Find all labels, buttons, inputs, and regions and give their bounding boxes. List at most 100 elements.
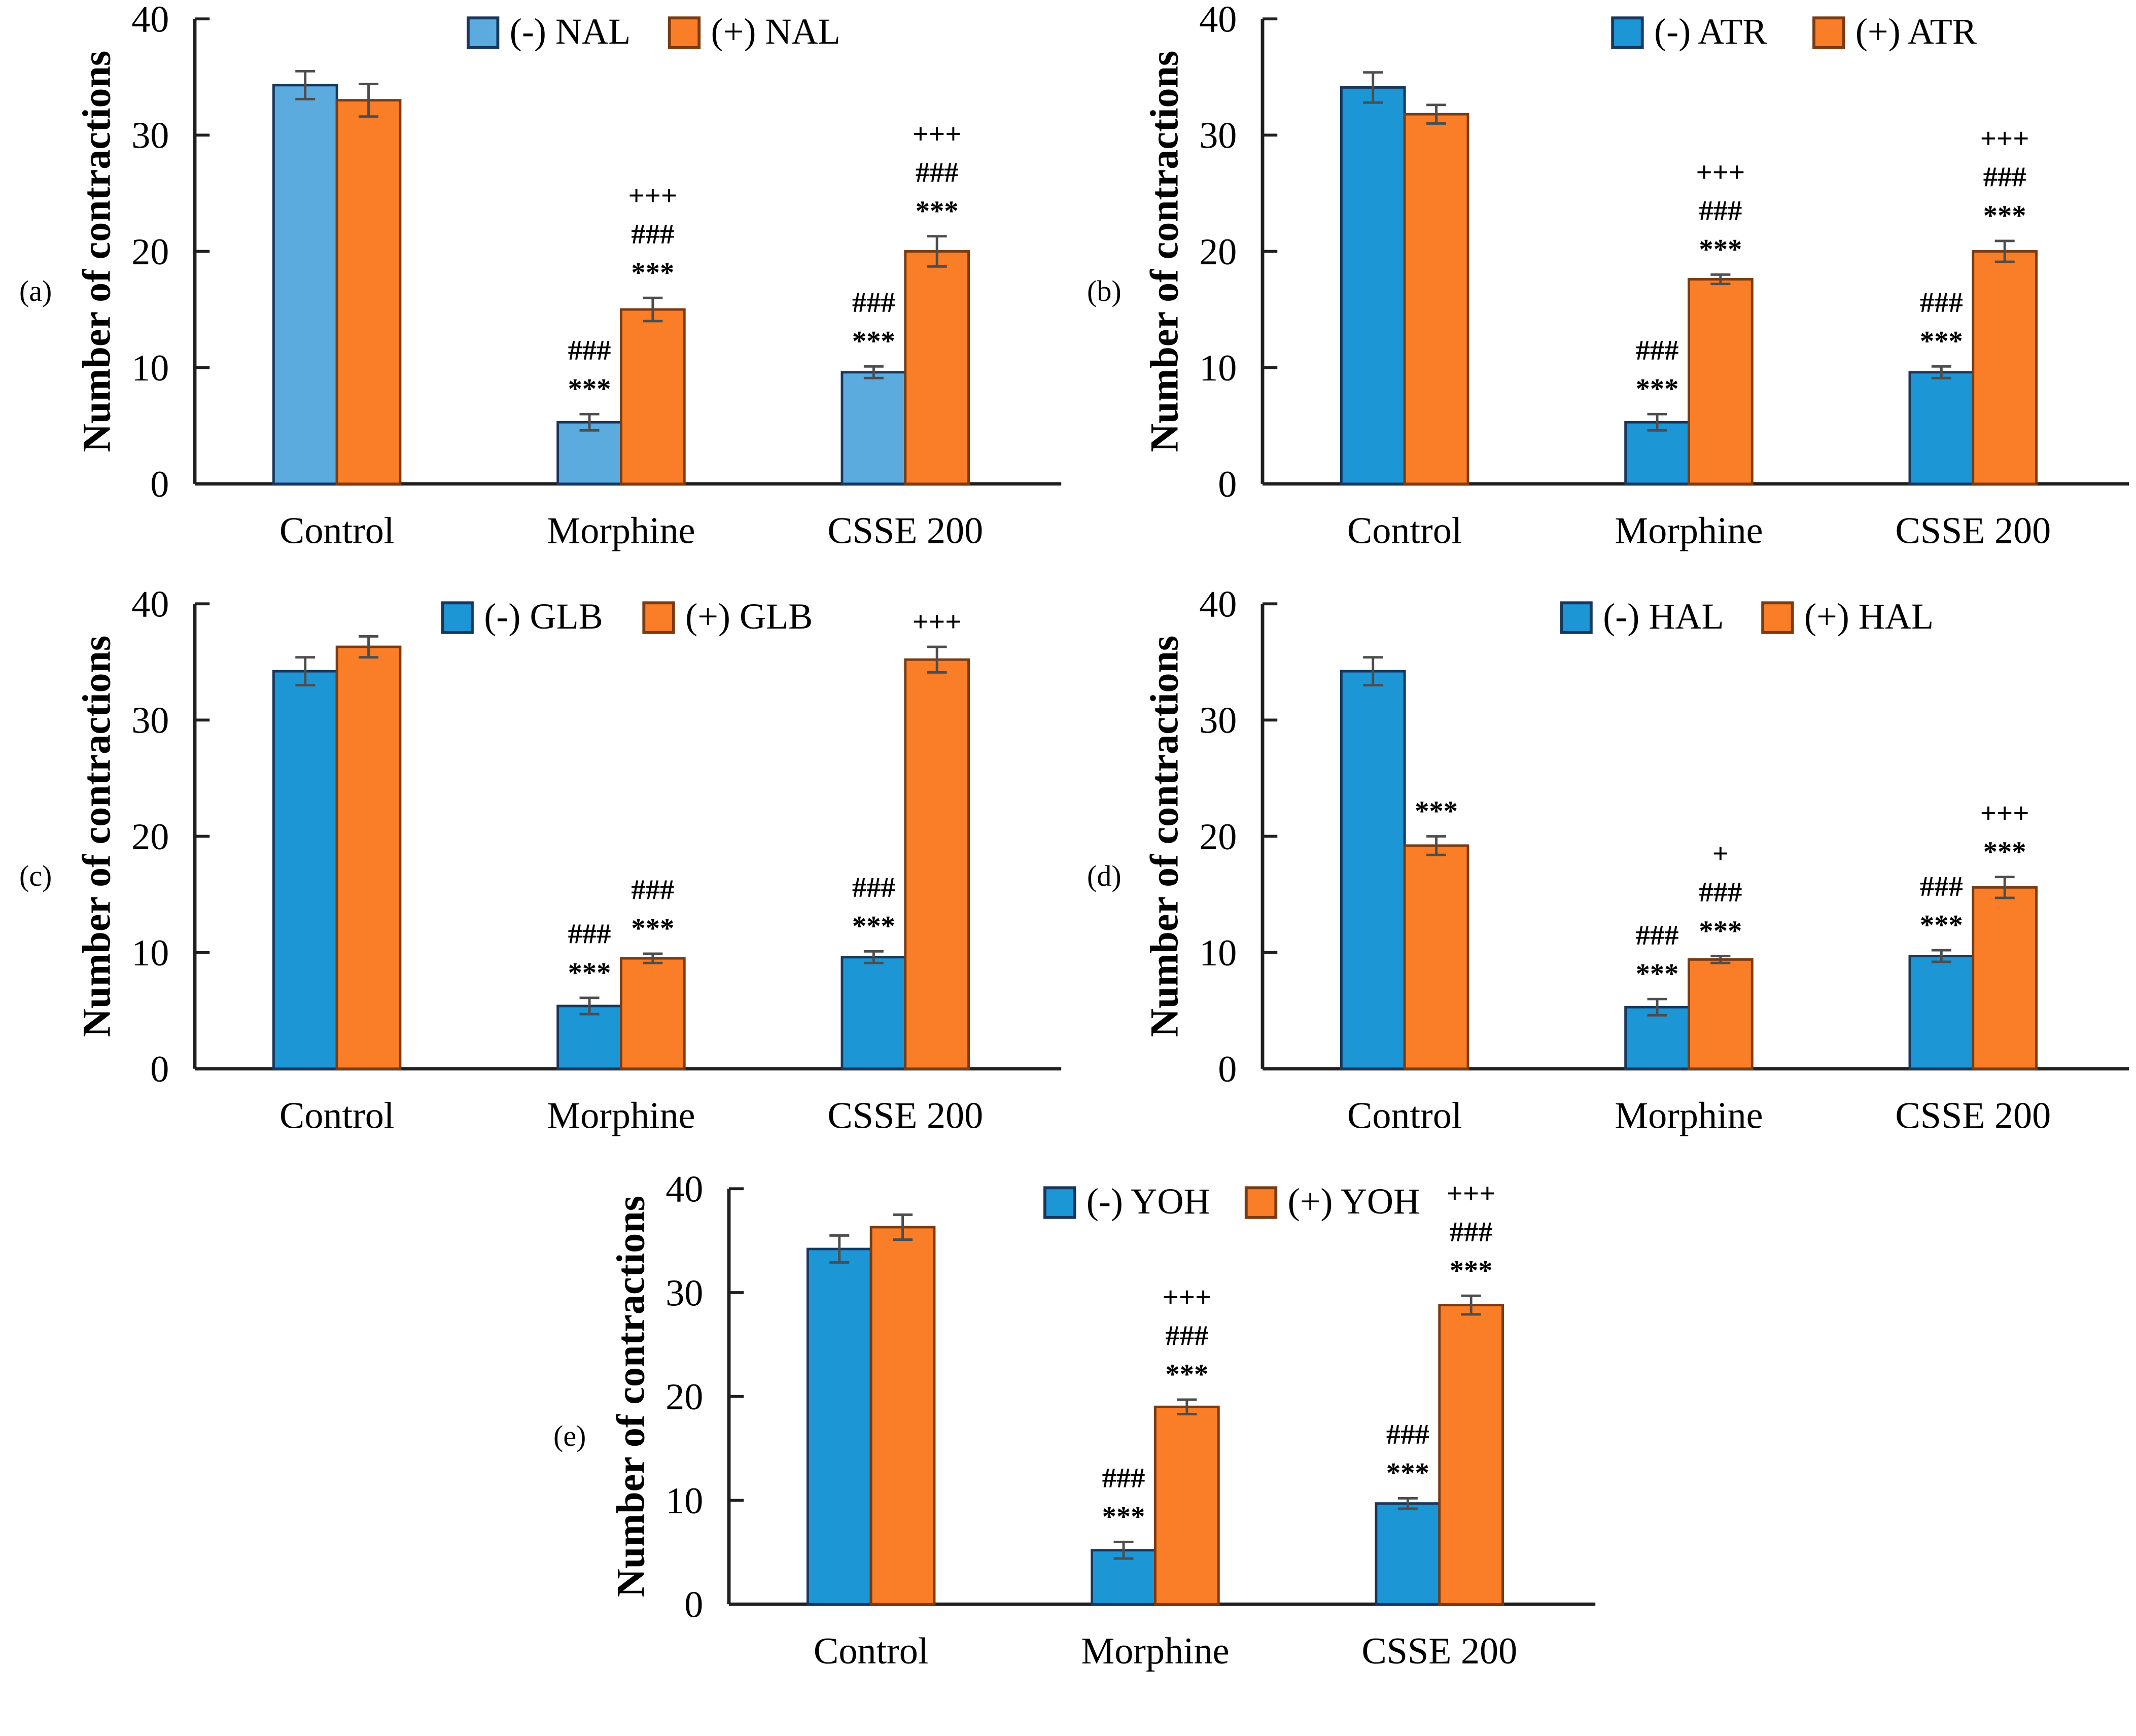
svg-text:(+) YOH: (+) YOH — [1288, 1181, 1420, 1222]
panel-c: (c) 0 10 20 30 40 Number of contractions Contr… — [0, 589, 1068, 1163]
svg-text:30: 30 — [131, 115, 169, 157]
svg-text:10: 10 — [131, 932, 169, 974]
svg-text:Number of contractions: Number of contractions — [76, 51, 118, 452]
svg-text:***: *** — [1636, 373, 1679, 405]
svg-text:***: *** — [631, 913, 674, 945]
svg-text:###: ### — [852, 287, 895, 319]
svg-text:Number of contractions: Number of contractions — [1144, 51, 1186, 452]
panel-a-chart: 0 10 20 30 40 Number of contractions Control Mo… — [76, 4, 1062, 552]
svg-text:***: *** — [631, 257, 674, 289]
svg-text:###: ### — [1983, 162, 2026, 193]
figure-row-1: (a) 0 10 20 30 40 Number of contractions Contr… — [0, 4, 2136, 578]
svg-text:###: ### — [1165, 1321, 1208, 1352]
svg-text:***: *** — [1102, 1501, 1145, 1533]
svg-text:Morphine: Morphine — [1081, 1630, 1229, 1672]
svg-text:0: 0 — [150, 464, 169, 505]
svg-text:20: 20 — [131, 816, 169, 858]
svg-text:Number of contractions: Number of contractions — [76, 636, 118, 1037]
svg-text:0: 0 — [150, 1049, 169, 1090]
svg-text:###: ### — [1386, 1419, 1429, 1450]
svg-text:***: *** — [1983, 836, 2026, 867]
svg-text:30: 30 — [1199, 700, 1237, 742]
svg-text:***: *** — [568, 373, 611, 405]
svg-text:###: ### — [631, 219, 674, 250]
svg-text:20: 20 — [1199, 231, 1237, 273]
svg-text:***: *** — [568, 957, 611, 989]
svg-text:###: ### — [1699, 877, 1742, 908]
svg-text:(+) HAL: (+) HAL — [1804, 596, 1934, 637]
svg-text:***: *** — [1699, 234, 1742, 265]
svg-text:0: 0 — [1218, 1049, 1237, 1090]
panel-e: (e) 0 10 20 30 40 Number of contractions Contr… — [534, 1174, 1602, 1698]
svg-text:30: 30 — [1199, 115, 1237, 157]
svg-text:30: 30 — [666, 1272, 703, 1314]
svg-text:+++: +++ — [1163, 1282, 1212, 1313]
svg-text:+: + — [1712, 838, 1729, 870]
svg-text:Morphine: Morphine — [547, 1095, 695, 1137]
svg-text:40: 40 — [131, 589, 169, 626]
svg-text:###: ### — [916, 157, 959, 188]
panel-c-label: (c) — [19, 859, 52, 892]
svg-text:CSSE 200: CSSE 200 — [827, 510, 983, 552]
svg-text:30: 30 — [131, 700, 169, 742]
panel-a-label: (a) — [19, 274, 52, 307]
svg-text:***: *** — [1636, 958, 1679, 990]
svg-text:***: *** — [852, 326, 895, 357]
panel-d-chart: 0 10 20 30 40 Number of contractions Control Mo… — [1144, 589, 2129, 1137]
svg-text:40: 40 — [1199, 589, 1237, 626]
svg-text:10: 10 — [131, 348, 169, 389]
svg-text:+++: +++ — [913, 606, 962, 638]
svg-text:Morphine: Morphine — [1615, 1095, 1763, 1137]
svg-text:CSSE 200: CSSE 200 — [1895, 510, 2051, 552]
svg-text:###: ### — [1920, 287, 1963, 319]
panel-b: (b) 0 10 20 30 40 Number of contractions Contr… — [1068, 4, 2135, 578]
svg-text:###: ### — [1636, 920, 1679, 951]
svg-text:***: *** — [1920, 910, 1963, 941]
svg-text:(-) NAL: (-) NAL — [510, 11, 631, 52]
panel-a: (a) 0 10 20 30 40 Number of contractions Contr… — [0, 4, 1068, 578]
svg-text:***: *** — [1450, 1255, 1493, 1287]
svg-text:(+) NAL: (+) NAL — [711, 11, 841, 52]
svg-text:+++: +++ — [628, 180, 678, 212]
svg-text:***: *** — [1386, 1457, 1429, 1489]
svg-text:10: 10 — [666, 1480, 703, 1522]
svg-text:(-) HAL: (-) HAL — [1603, 596, 1724, 637]
panel-c-chart: 0 10 20 30 40 Number of contractions Control Mo… — [76, 589, 1062, 1137]
svg-text:***: *** — [852, 911, 895, 942]
svg-text:+++: +++ — [1696, 157, 1745, 188]
svg-text:(+) GLB: (+) GLB — [685, 596, 813, 637]
svg-text:(+) ATR: (+) ATR — [1855, 11, 1977, 52]
svg-text:Control: Control — [1347, 1095, 1462, 1137]
svg-text:0: 0 — [684, 1584, 703, 1626]
svg-text:40: 40 — [1199, 4, 1237, 41]
svg-text:***: *** — [1699, 915, 1742, 947]
svg-text:Control: Control — [1347, 510, 1462, 552]
svg-text:###: ### — [1636, 335, 1679, 366]
svg-text:(-) GLB: (-) GLB — [484, 596, 603, 637]
svg-text:(-) YOH: (-) YOH — [1087, 1181, 1210, 1222]
panel-d-label: (d) — [1087, 859, 1122, 892]
svg-text:###: ### — [568, 919, 611, 950]
panel-b-chart: 0 10 20 30 40 Number of contractions Control Mo… — [1144, 4, 2129, 552]
svg-text:###: ### — [1102, 1463, 1145, 1494]
svg-text:###: ### — [1920, 871, 1963, 902]
svg-text:CSSE 200: CSSE 200 — [1895, 1095, 2051, 1137]
svg-text:CSSE 200: CSSE 200 — [1361, 1630, 1517, 1672]
svg-text:+++: +++ — [1980, 797, 2029, 829]
svg-text:20: 20 — [1199, 816, 1237, 858]
svg-text:+++: +++ — [1447, 1178, 1496, 1209]
panel-b-label: (b) — [1087, 274, 1122, 307]
panel-d: (d) 0 10 20 30 40 Number of contractions Contr… — [1068, 589, 2135, 1163]
svg-text:0: 0 — [1218, 464, 1237, 505]
svg-text:###: ### — [852, 872, 895, 904]
svg-text:***: *** — [1983, 200, 2026, 232]
svg-text:(-) ATR: (-) ATR — [1654, 11, 1767, 52]
svg-text:Control: Control — [279, 510, 394, 552]
svg-text:40: 40 — [131, 4, 169, 41]
svg-text:CSSE 200: CSSE 200 — [827, 1095, 983, 1137]
svg-text:10: 10 — [1199, 348, 1237, 389]
svg-text:***: *** — [1165, 1359, 1208, 1391]
figure-row-3: (e) 0 10 20 30 40 Number of contractions Contr… — [0, 1174, 2136, 1698]
svg-text:Control: Control — [814, 1630, 928, 1672]
svg-text:Number of contractions: Number of contractions — [610, 1196, 652, 1597]
